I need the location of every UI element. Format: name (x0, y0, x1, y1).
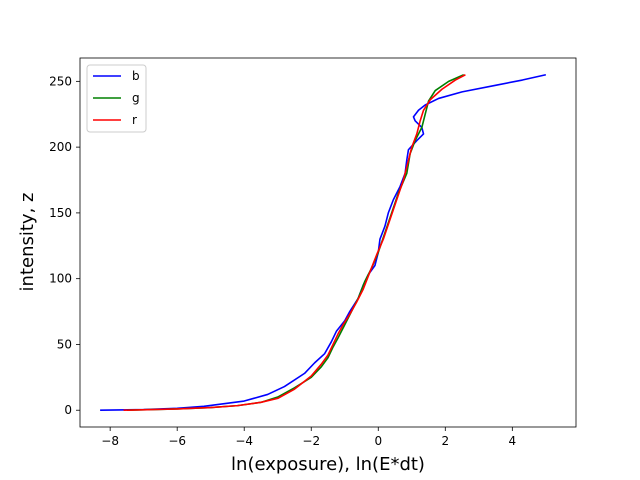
x-tick-label: −2 (302, 434, 320, 448)
y-tick-label: 100 (49, 272, 72, 286)
x-tick-label: −4 (235, 434, 253, 448)
x-axis-label: ln(exposure), ln(E*dt) (231, 454, 425, 475)
y-axis-ticks: 0 50 100 150 200 250 (49, 74, 80, 417)
y-tick-label: 150 (49, 206, 72, 220)
series-layer (100, 73, 547, 412)
x-tick-label: −6 (168, 434, 186, 448)
legend-label-r: r (132, 113, 137, 127)
legend: bgr (86, 64, 147, 133)
y-tick-label: 0 (64, 403, 72, 417)
x-tick-label: 2 (441, 434, 449, 448)
x-axis-ticks: −8 −6 −4 −2 0 2 4 (101, 427, 516, 448)
y-axis-label: intensity, z (17, 193, 38, 292)
legend-label-g: g (132, 91, 140, 105)
y-tick-label: 250 (49, 74, 72, 88)
series-line-r (123, 74, 466, 412)
y-tick-label: 200 (49, 140, 72, 154)
x-tick-label: 4 (509, 434, 517, 448)
plot-area (80, 58, 576, 427)
series-line-b (100, 73, 547, 412)
series-line-g (126, 74, 465, 412)
y-tick-label: 50 (57, 337, 72, 351)
plot-frame (79, 57, 577, 428)
legend-label-b: b (132, 69, 140, 83)
x-tick-label: −8 (101, 434, 119, 448)
x-tick-label: 0 (374, 434, 382, 448)
